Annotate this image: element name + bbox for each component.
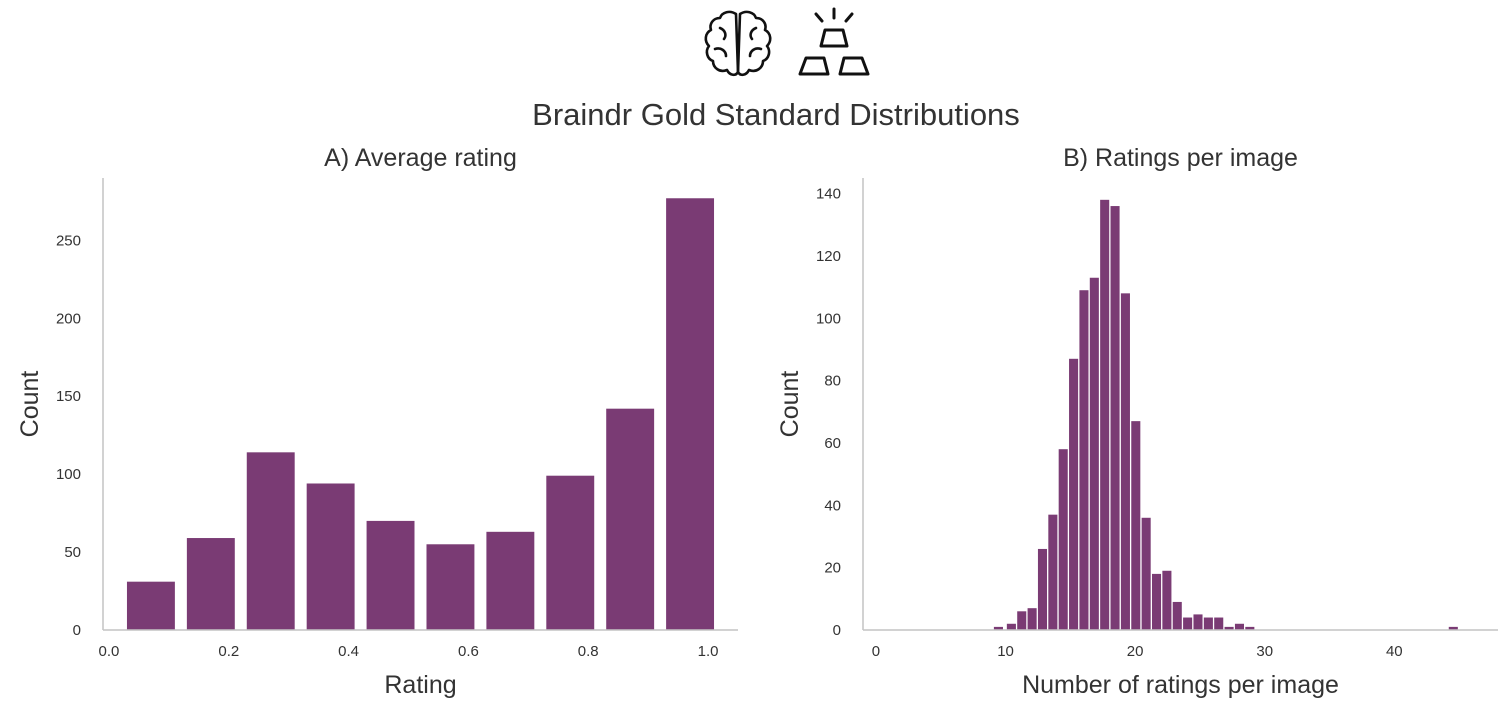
chart-a-x-tick-label: 0.4 (338, 643, 359, 660)
chart-a-y-tick-label: 100 (56, 466, 81, 483)
logo (704, 7, 870, 77)
chart-b-bar-3 (1027, 608, 1037, 630)
chart-b-bar-23 (1234, 623, 1244, 630)
chart-b-y-tick-label: 60 (824, 435, 841, 452)
chart-b-bar-15 (1151, 573, 1162, 630)
chart-b-bar-19 (1193, 614, 1203, 630)
chart-b-bar-21 (1214, 617, 1224, 630)
chart-b-bar-13 (1131, 421, 1141, 630)
chart-b-bar-0 (993, 626, 1003, 630)
chart-a-bar-4 (366, 520, 415, 630)
chart-a-x-tick-label: 1.0 (698, 643, 719, 660)
chart-a-y-label: Count (16, 371, 44, 438)
chart-b-bar-1 (1006, 623, 1016, 630)
chart-b-y-tick-label: 120 (816, 248, 841, 265)
chart-a-bar-2 (246, 452, 295, 630)
chart-a-x-tick-label: 0.8 (578, 643, 599, 660)
chart-b-x-tick-label: 10 (997, 643, 1014, 660)
chart-b-y-tick-label: 0 (833, 622, 841, 639)
chart-a-x-tick-label: 0.2 (218, 643, 239, 660)
chart-b-bar-10 (1100, 199, 1110, 630)
chart-a-bar-8 (606, 408, 655, 630)
chart-b-bar-17 (1172, 601, 1182, 630)
chart-b-bar-7 (1069, 358, 1079, 630)
brain-icon (704, 10, 772, 77)
chart-b-x-tick-label: 40 (1386, 643, 1403, 660)
chart-b-bar-25 (1448, 626, 1458, 630)
chart-a-y-tick-label: 50 (64, 544, 81, 561)
chart-a-bar-1 (186, 538, 235, 630)
chart-b-bar-2 (1017, 611, 1027, 630)
chart-b-y-tick-label: 20 (824, 560, 841, 577)
chart-b-bar-20 (1203, 617, 1213, 630)
chart-b-bar-16 (1162, 570, 1172, 630)
chart-b-bar-12 (1120, 293, 1130, 630)
chart-b-x-tick-label: 30 (1256, 643, 1273, 660)
chart-a-bar-5 (426, 544, 475, 630)
chart-a-bar-6 (486, 531, 535, 630)
chart-b-title: B) Ratings per image (1063, 144, 1298, 172)
chart-b-bar-8 (1079, 290, 1089, 630)
chart-b-y-tick-label: 140 (816, 186, 841, 203)
chart-b-y-tick-label: 40 (824, 497, 841, 514)
chart-a-y-tick-label: 200 (56, 310, 81, 327)
chart-a-x-tick-label: 0.6 (458, 643, 479, 660)
chart-b-bar-4 (1037, 548, 1048, 630)
chart-b-bar-14 (1141, 517, 1151, 630)
chart-a-title: A) Average rating (324, 144, 517, 172)
chart-b-bar-5 (1048, 514, 1058, 630)
chart-b-y-label: Count (776, 371, 804, 438)
chart-a-bar-9 (666, 198, 715, 630)
chart-a-x-label: Rating (384, 671, 456, 699)
chart-a-y-tick-label: 150 (56, 388, 81, 405)
chart-b-bar-6 (1058, 449, 1068, 630)
chart-b-bar-11 (1110, 206, 1120, 630)
chart-b-bar-9 (1089, 277, 1099, 630)
chart-a-y-tick-label: 0 (73, 622, 81, 639)
chart-a-bar-7 (546, 475, 595, 630)
chart-b-x-tick-label: 0 (872, 643, 880, 660)
chart-a-bar-3 (306, 483, 355, 630)
chart-b-bar-22 (1224, 626, 1234, 630)
chart-b-bar-24 (1245, 626, 1255, 630)
figure-title: Braindr Gold Standard Distributions (532, 97, 1020, 132)
chart-b-x-tick-label: 20 (1127, 643, 1144, 660)
chart-b-x-label: Number of ratings per image (1022, 671, 1339, 699)
chart-a-bar-0 (126, 581, 175, 630)
chart-b-y-tick-label: 80 (824, 373, 841, 390)
chart-b-bar-18 (1183, 617, 1193, 630)
chart-a-x-tick-label: 0.0 (99, 643, 120, 660)
chart-b-y-tick-label: 100 (816, 310, 841, 327)
chart-a-y-tick-label: 250 (56, 232, 81, 249)
gold-bars-icon (798, 7, 870, 76)
